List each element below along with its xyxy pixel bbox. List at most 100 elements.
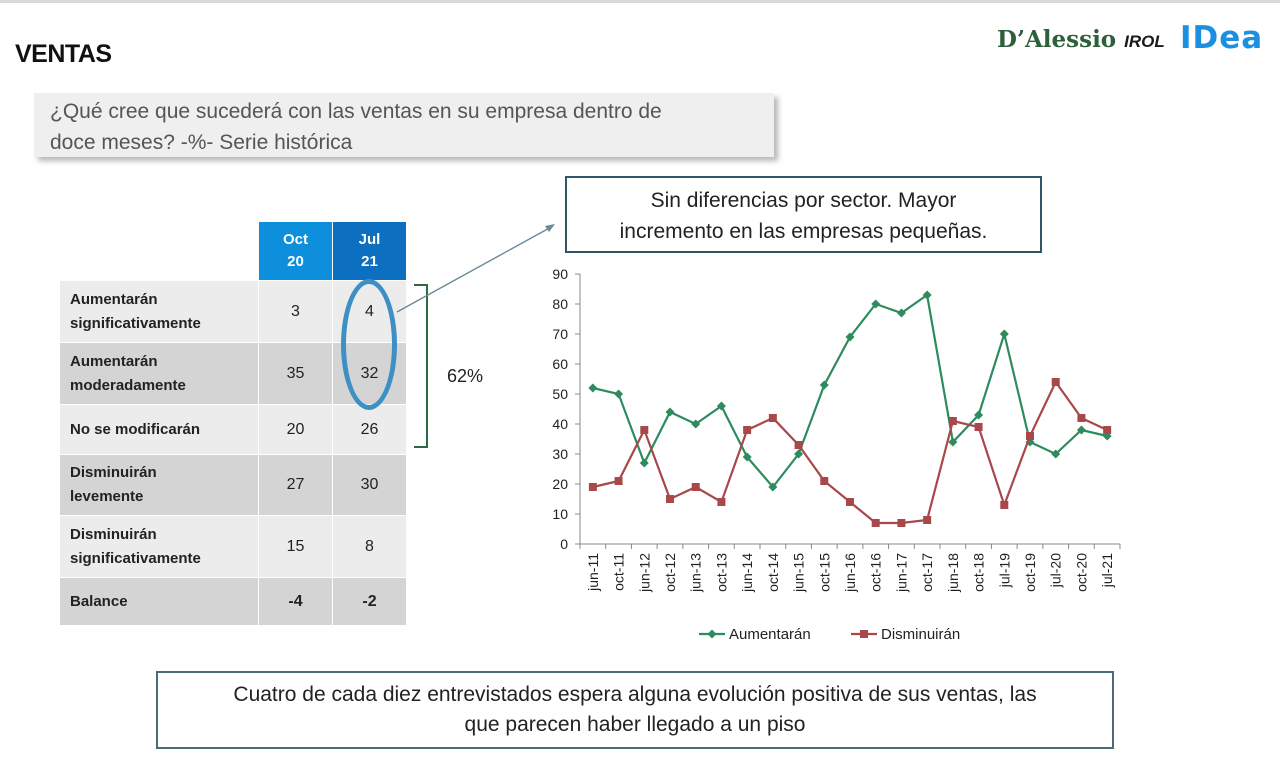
table-row: No se modificarán 20 26 <box>59 404 407 455</box>
data-point-disminuiran <box>1103 426 1112 434</box>
table-row-balance: Balance -4 -2 <box>59 577 407 626</box>
row-label: Disminuirán significativamente <box>59 515 259 578</box>
x-tick-label: jun-18 <box>945 553 961 593</box>
row-label: No se modificarán <box>59 404 259 455</box>
legend-marker-aumentaran <box>707 629 717 639</box>
table-row: Disminuirán significativamente 15 8 <box>59 515 407 578</box>
bracket-percentage: 62% <box>447 366 484 386</box>
data-point-disminuiran <box>871 519 880 527</box>
data-point-aumentaran <box>614 389 624 399</box>
cell-jul21: -2 <box>332 577 407 626</box>
data-point-disminuiran <box>717 498 726 506</box>
y-tick-label: 50 <box>552 386 568 402</box>
data-point-disminuiran <box>614 477 623 485</box>
results-table: Oct 20 Jul 21 Aumentarán significativamente… <box>59 221 407 626</box>
data-point-disminuiran <box>794 441 803 449</box>
cell-oct20: 20 <box>258 404 333 455</box>
row-label: Aumentarán moderadamente <box>59 342 259 405</box>
data-point-disminuiran <box>588 483 597 491</box>
table-corner <box>59 221 259 281</box>
y-tick-label: 70 <box>552 326 568 342</box>
idea-logo: IDea <box>1180 20 1264 56</box>
sum-bracket <box>414 284 428 448</box>
legend-label-disminuiran: Disminuirán <box>881 626 960 643</box>
x-tick-label: jul-20 <box>1048 553 1064 588</box>
x-tick-label: jun-15 <box>791 553 807 593</box>
data-point-aumentaran <box>716 401 726 411</box>
question-line-2: doce meses? -%- Serie histórica <box>50 131 353 154</box>
cell-oct20: -4 <box>258 577 333 626</box>
conclusion-box: Cuatro de cada diez entrevistados espera… <box>156 671 1114 749</box>
data-point-disminuiran <box>948 417 957 425</box>
data-point-aumentaran <box>768 482 778 492</box>
data-point-aumentaran <box>999 329 1009 339</box>
data-point-aumentaran <box>1051 449 1061 459</box>
x-tick-label: jun-14 <box>739 553 755 593</box>
page-title: VENTAS <box>15 40 112 68</box>
x-tick-label: jun-17 <box>893 553 909 593</box>
top-border <box>0 0 1280 3</box>
data-point-aumentaran <box>871 299 881 309</box>
cell-jul21: 8 <box>332 515 407 578</box>
column-header-jul21: Jul 21 <box>332 221 407 281</box>
data-point-disminuiran <box>1026 432 1034 440</box>
x-tick-label: oct-20 <box>1073 553 1089 592</box>
note-line-2: incremento en las empresas pequeñas. <box>619 220 988 243</box>
dalessio-logo: D’Alessio IROL <box>997 26 1165 53</box>
series-line-aumentaran <box>592 293 1108 489</box>
data-point-disminuiran <box>743 426 752 434</box>
data-point-disminuiran <box>1077 414 1086 422</box>
conclusion-line-1: Cuatro de cada diez entrevistados espera… <box>233 683 1037 706</box>
y-tick-label: 0 <box>560 536 568 552</box>
data-point-aumentaran <box>794 449 804 459</box>
data-point-disminuiran <box>820 477 829 485</box>
data-point-aumentaran <box>1076 425 1086 435</box>
data-point-aumentaran <box>588 383 598 393</box>
table-row: Aumentarán moderadamente 35 32 <box>59 342 407 405</box>
x-tick-label: jun-12 <box>636 553 652 593</box>
data-point-disminuiran <box>923 516 932 524</box>
column-header-oct20: Oct 20 <box>258 221 333 281</box>
y-tick-label: 30 <box>552 446 568 462</box>
data-point-aumentaran <box>845 332 855 342</box>
x-tick-label: oct-13 <box>713 553 729 592</box>
data-point-disminuiran <box>768 414 777 422</box>
x-tick-label: oct-17 <box>919 553 935 592</box>
legend-label-aumentaran: Aumentarán <box>729 626 811 643</box>
row-label: Balance <box>59 577 259 626</box>
question-line-1: ¿Qué cree que sucederá con las ventas en… <box>50 100 662 123</box>
y-tick-label: 60 <box>552 356 568 372</box>
data-point-aumentaran <box>665 407 675 417</box>
y-tick-label: 90 <box>552 266 568 282</box>
note-line-1: Sin diferencias por sector. Mayor <box>650 189 957 212</box>
x-tick-label: oct-16 <box>868 553 884 592</box>
data-point-disminuiran <box>1051 378 1060 386</box>
x-tick-label: jul-19 <box>996 553 1012 588</box>
x-tick-label: oct-14 <box>765 553 781 592</box>
y-tick-label: 20 <box>552 476 568 492</box>
x-tick-label: oct-12 <box>662 553 678 592</box>
y-tick-label: 80 <box>552 296 568 312</box>
x-tick-label: jun-13 <box>688 553 704 593</box>
x-tick-label: jun-11 <box>585 553 601 592</box>
row-label: Aumentarán significativamente <box>59 280 259 343</box>
x-tick-label: jun-16 <box>842 553 858 593</box>
data-point-disminuiran <box>666 495 674 503</box>
x-tick-label: oct-11 <box>611 553 627 591</box>
question-box: ¿Qué cree que sucederá con las ventas en… <box>34 93 774 157</box>
connector-arrowhead <box>545 224 555 232</box>
x-tick-label: oct-15 <box>816 553 832 592</box>
x-tick-label: oct-19 <box>1022 553 1038 592</box>
insight-callout: Sin diferencias por sector. Mayor increm… <box>565 176 1042 253</box>
data-point-aumentaran <box>948 437 958 447</box>
data-point-aumentaran <box>974 410 984 420</box>
data-point-disminuiran <box>1000 501 1009 509</box>
data-point-aumentaran <box>639 458 649 468</box>
connector-arrow <box>396 225 554 313</box>
data-point-disminuiran <box>691 483 700 491</box>
data-point-disminuiran <box>846 498 854 506</box>
table-header-row: Oct 20 Jul 21 <box>59 221 407 281</box>
y-tick-label: 40 <box>552 416 568 432</box>
data-point-disminuiran <box>897 519 906 527</box>
